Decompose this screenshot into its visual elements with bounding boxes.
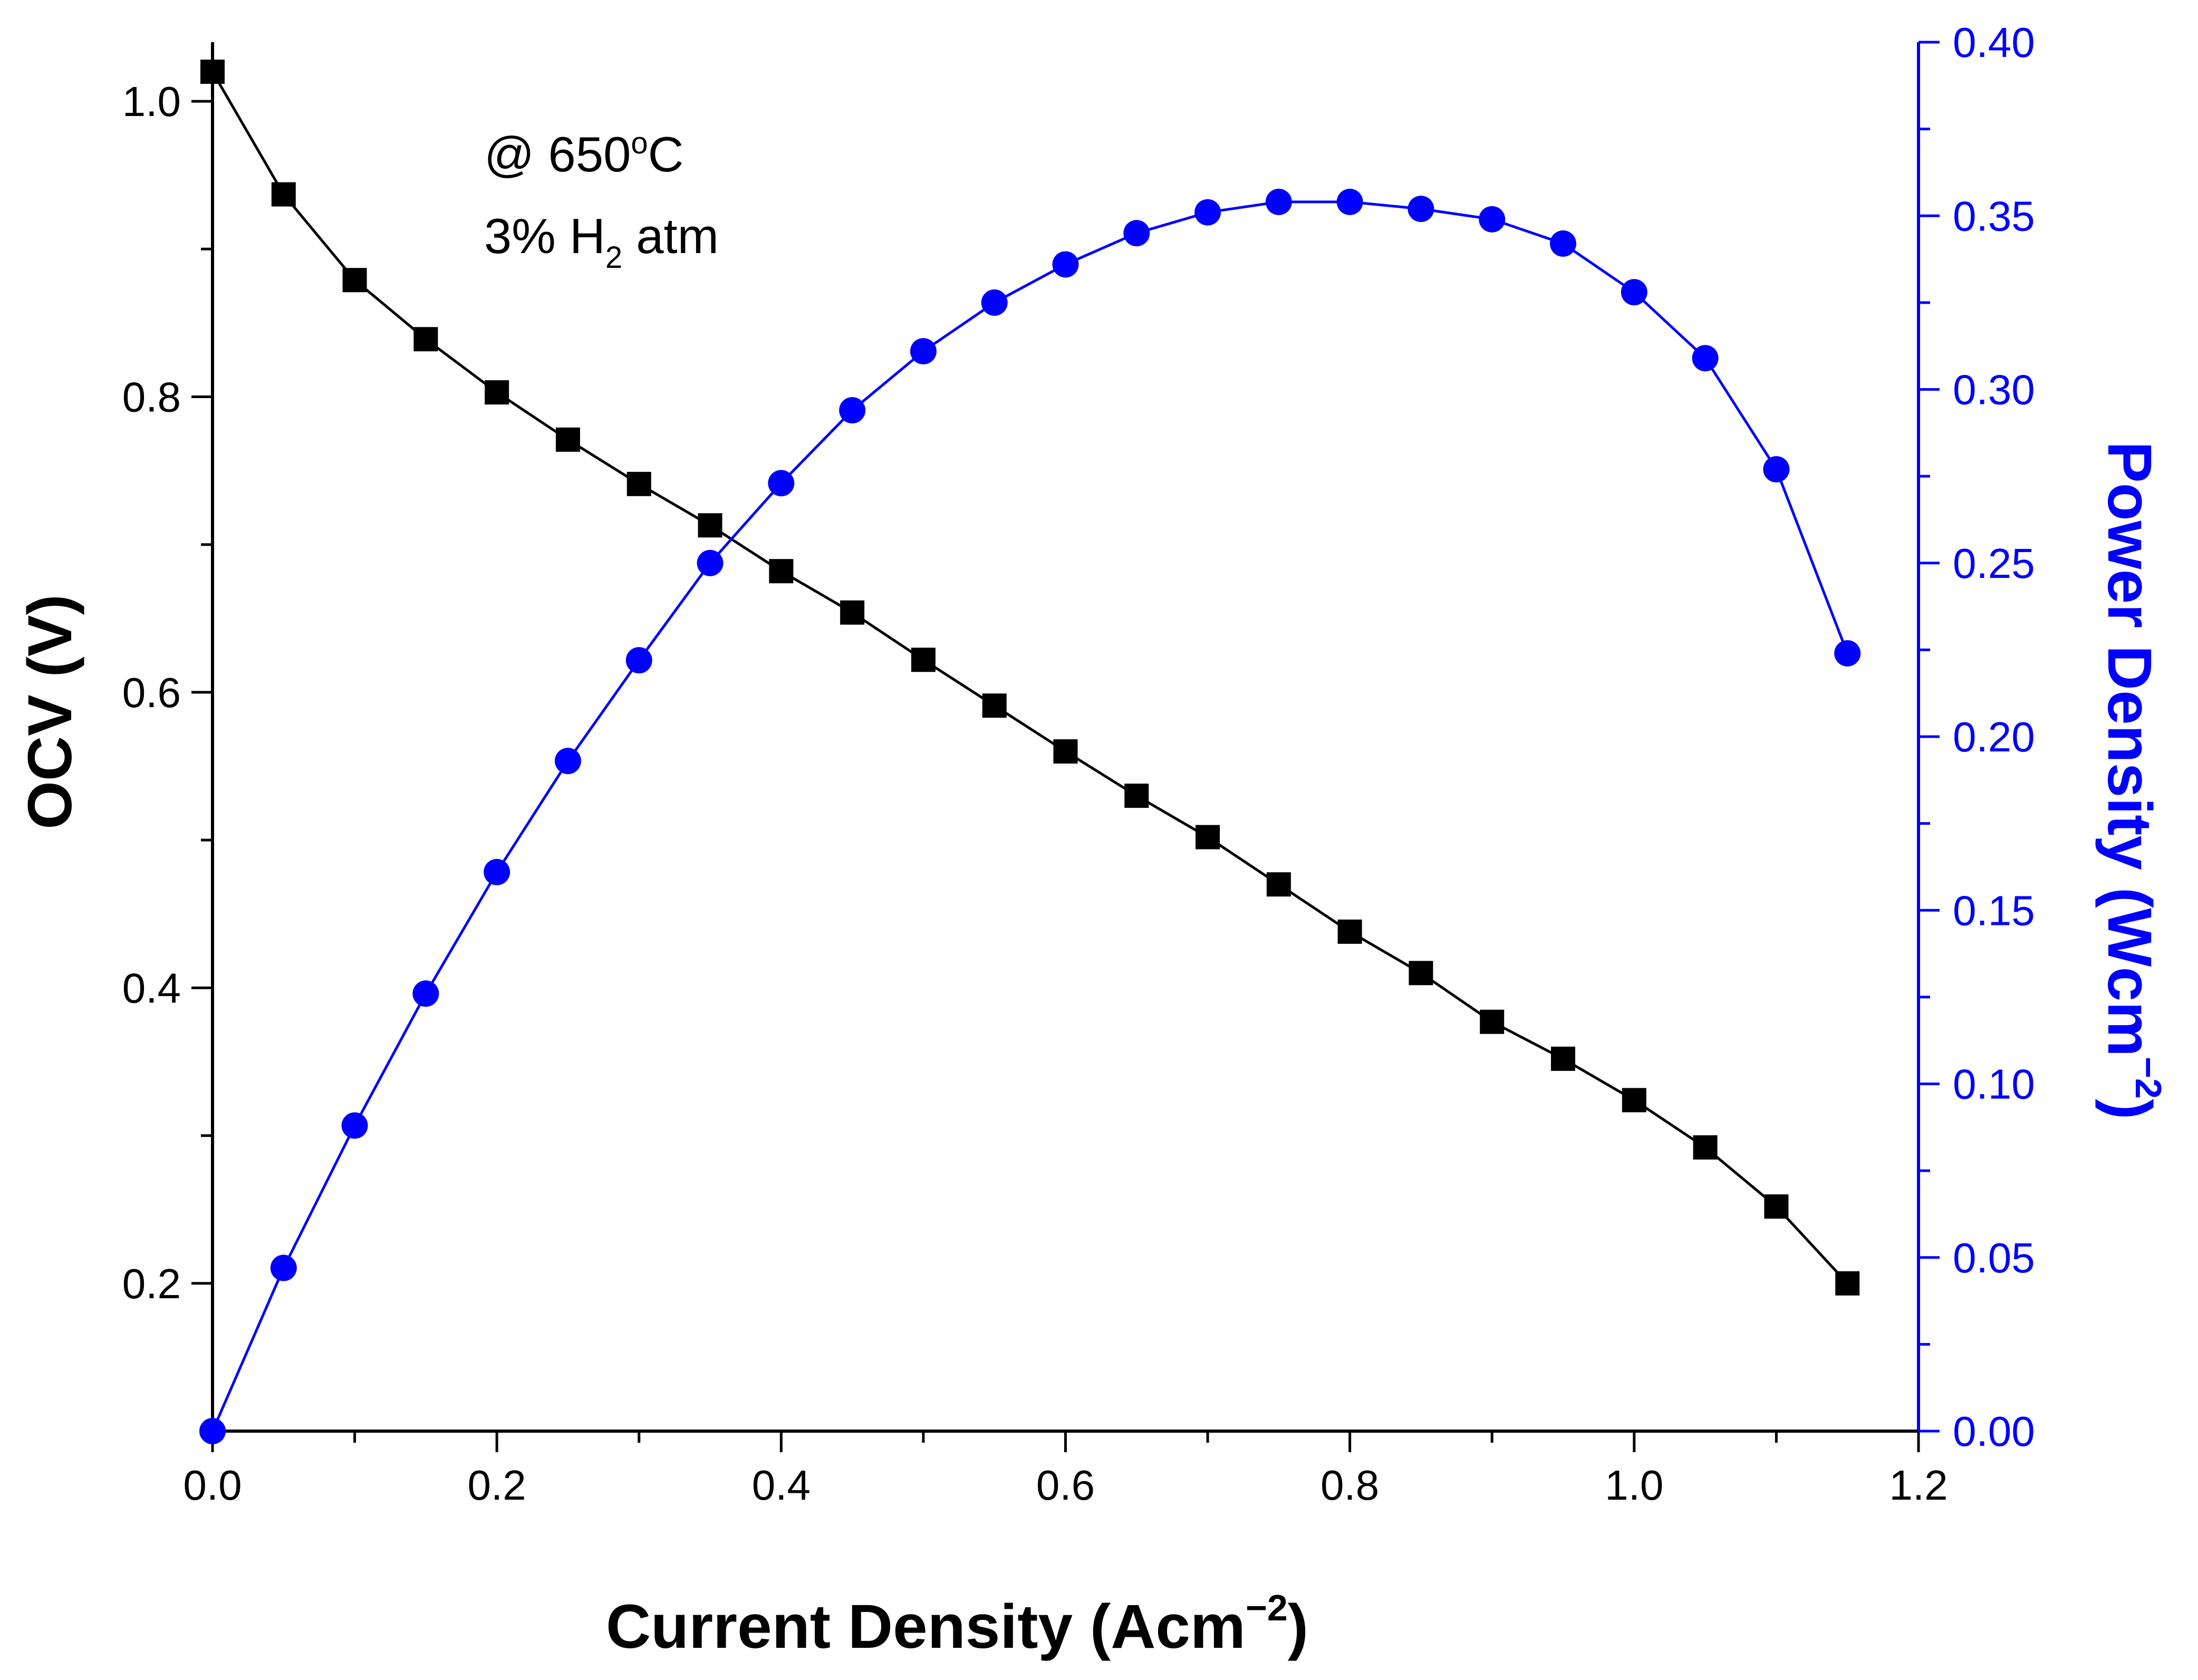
- ocv-point: [911, 648, 936, 672]
- power-density-point: [1123, 220, 1150, 247]
- ocv-point: [1551, 1046, 1576, 1071]
- axis-ticks: 0.0 0.2 0.4 0.6 0.8 1.0 1.2 0.2 0.4 0.6 0.8 1.0 0.00…: [122, 19, 2035, 1509]
- ocv-point: [982, 693, 1007, 718]
- x-tick-label: 0.8: [1320, 1462, 1379, 1509]
- power-density-line: [211, 200, 1849, 1432]
- x-tick-label: 0.0: [183, 1462, 242, 1509]
- y-left-tick-label: 1.0: [122, 78, 181, 125]
- ocv-point: [1124, 784, 1149, 808]
- x-tick-label: 0.4: [752, 1462, 811, 1509]
- x-tick-label: 1.2: [1889, 1462, 1948, 1509]
- ocv-point: [1266, 872, 1291, 897]
- ocv-point: [1337, 919, 1362, 944]
- power-density-point: [484, 858, 510, 885]
- y-right-tick-label: 0.05: [1953, 1234, 2035, 1281]
- ocv-point: [1835, 1271, 1860, 1296]
- y-right-tick-label: 0.20: [1953, 713, 2035, 760]
- ocv-line: [211, 71, 1849, 1285]
- y-right-tick-label: 0.35: [1953, 192, 2035, 239]
- power-density-point: [1763, 456, 1790, 482]
- power-density-point: [1265, 188, 1292, 215]
- power-density-point: [1336, 188, 1363, 215]
- y-left-tick-label: 0.2: [122, 1260, 181, 1307]
- power-density-point: [1408, 196, 1434, 223]
- y-right-tick-label: 0.10: [1953, 1061, 2035, 1108]
- ocv-point: [200, 60, 225, 84]
- y-right-tick-label: 0.00: [1953, 1408, 2035, 1455]
- y-right-tick-label: 0.25: [1953, 540, 2035, 587]
- y-right-tick-label: 0.15: [1953, 887, 2035, 934]
- y-right-axis-title: Power Density (Wcm−2): [2095, 441, 2169, 1119]
- power-density-point: [412, 980, 439, 1007]
- power-density-point: [1550, 230, 1577, 257]
- y-right-tick-label: 0.40: [1953, 19, 2035, 66]
- power-density-point: [1052, 251, 1079, 278]
- ocv-point: [840, 600, 865, 625]
- x-axis-title: Current Density (Acm−2): [606, 1587, 1308, 1662]
- plot-frame: [211, 42, 1920, 1433]
- power-density-point: [1621, 279, 1647, 306]
- power-density-point: [270, 1254, 297, 1281]
- ocv-point: [1622, 1088, 1646, 1113]
- ocv-point: [1480, 1009, 1505, 1034]
- ocv-point: [698, 513, 722, 538]
- y-left-tick-label: 0.8: [122, 374, 181, 421]
- y-right-tick-label: 0.30: [1953, 366, 2035, 413]
- ocv-point: [1409, 961, 1433, 986]
- power-density-point: [839, 397, 866, 424]
- ocv-point: [555, 427, 580, 452]
- y-left-tick-label: 0.4: [122, 964, 181, 1011]
- ocv-point: [1196, 825, 1220, 849]
- power-density-point: [768, 470, 795, 497]
- power-density-point: [697, 549, 724, 576]
- ocv-point: [769, 559, 794, 584]
- ocv-point: [1764, 1194, 1789, 1219]
- power-density-point: [981, 289, 1008, 316]
- x-tick-label: 0.2: [468, 1462, 526, 1509]
- ocv-point: [342, 268, 367, 293]
- series-lines: [211, 71, 1849, 1432]
- annotation-temperature: @ 650oC: [484, 126, 684, 182]
- x-tick-label: 0.6: [1036, 1462, 1095, 1509]
- power-density-point: [625, 647, 652, 674]
- power-density-point: [1834, 640, 1861, 667]
- power-density-point: [341, 1112, 368, 1139]
- ocv-point: [1053, 739, 1078, 764]
- power-density-point: [199, 1418, 226, 1444]
- y-left-axis-title: OCV (V): [15, 594, 85, 829]
- ocv-point: [413, 327, 438, 352]
- ocv-point: [1693, 1135, 1718, 1160]
- ocv-point: [626, 471, 651, 496]
- power-density-point: [910, 338, 937, 365]
- x-tick-label: 1.0: [1605, 1462, 1663, 1509]
- series-markers: [199, 60, 1861, 1444]
- annotation-atmosphere: 3% H2 atm: [484, 208, 719, 275]
- ocv-point: [271, 182, 296, 207]
- power-density-point: [1479, 206, 1506, 233]
- ocv-point: [485, 380, 509, 405]
- power-density-point: [1692, 345, 1719, 372]
- y-left-tick-label: 0.6: [122, 669, 181, 716]
- power-density-point: [554, 748, 581, 775]
- power-density-point: [1194, 199, 1221, 226]
